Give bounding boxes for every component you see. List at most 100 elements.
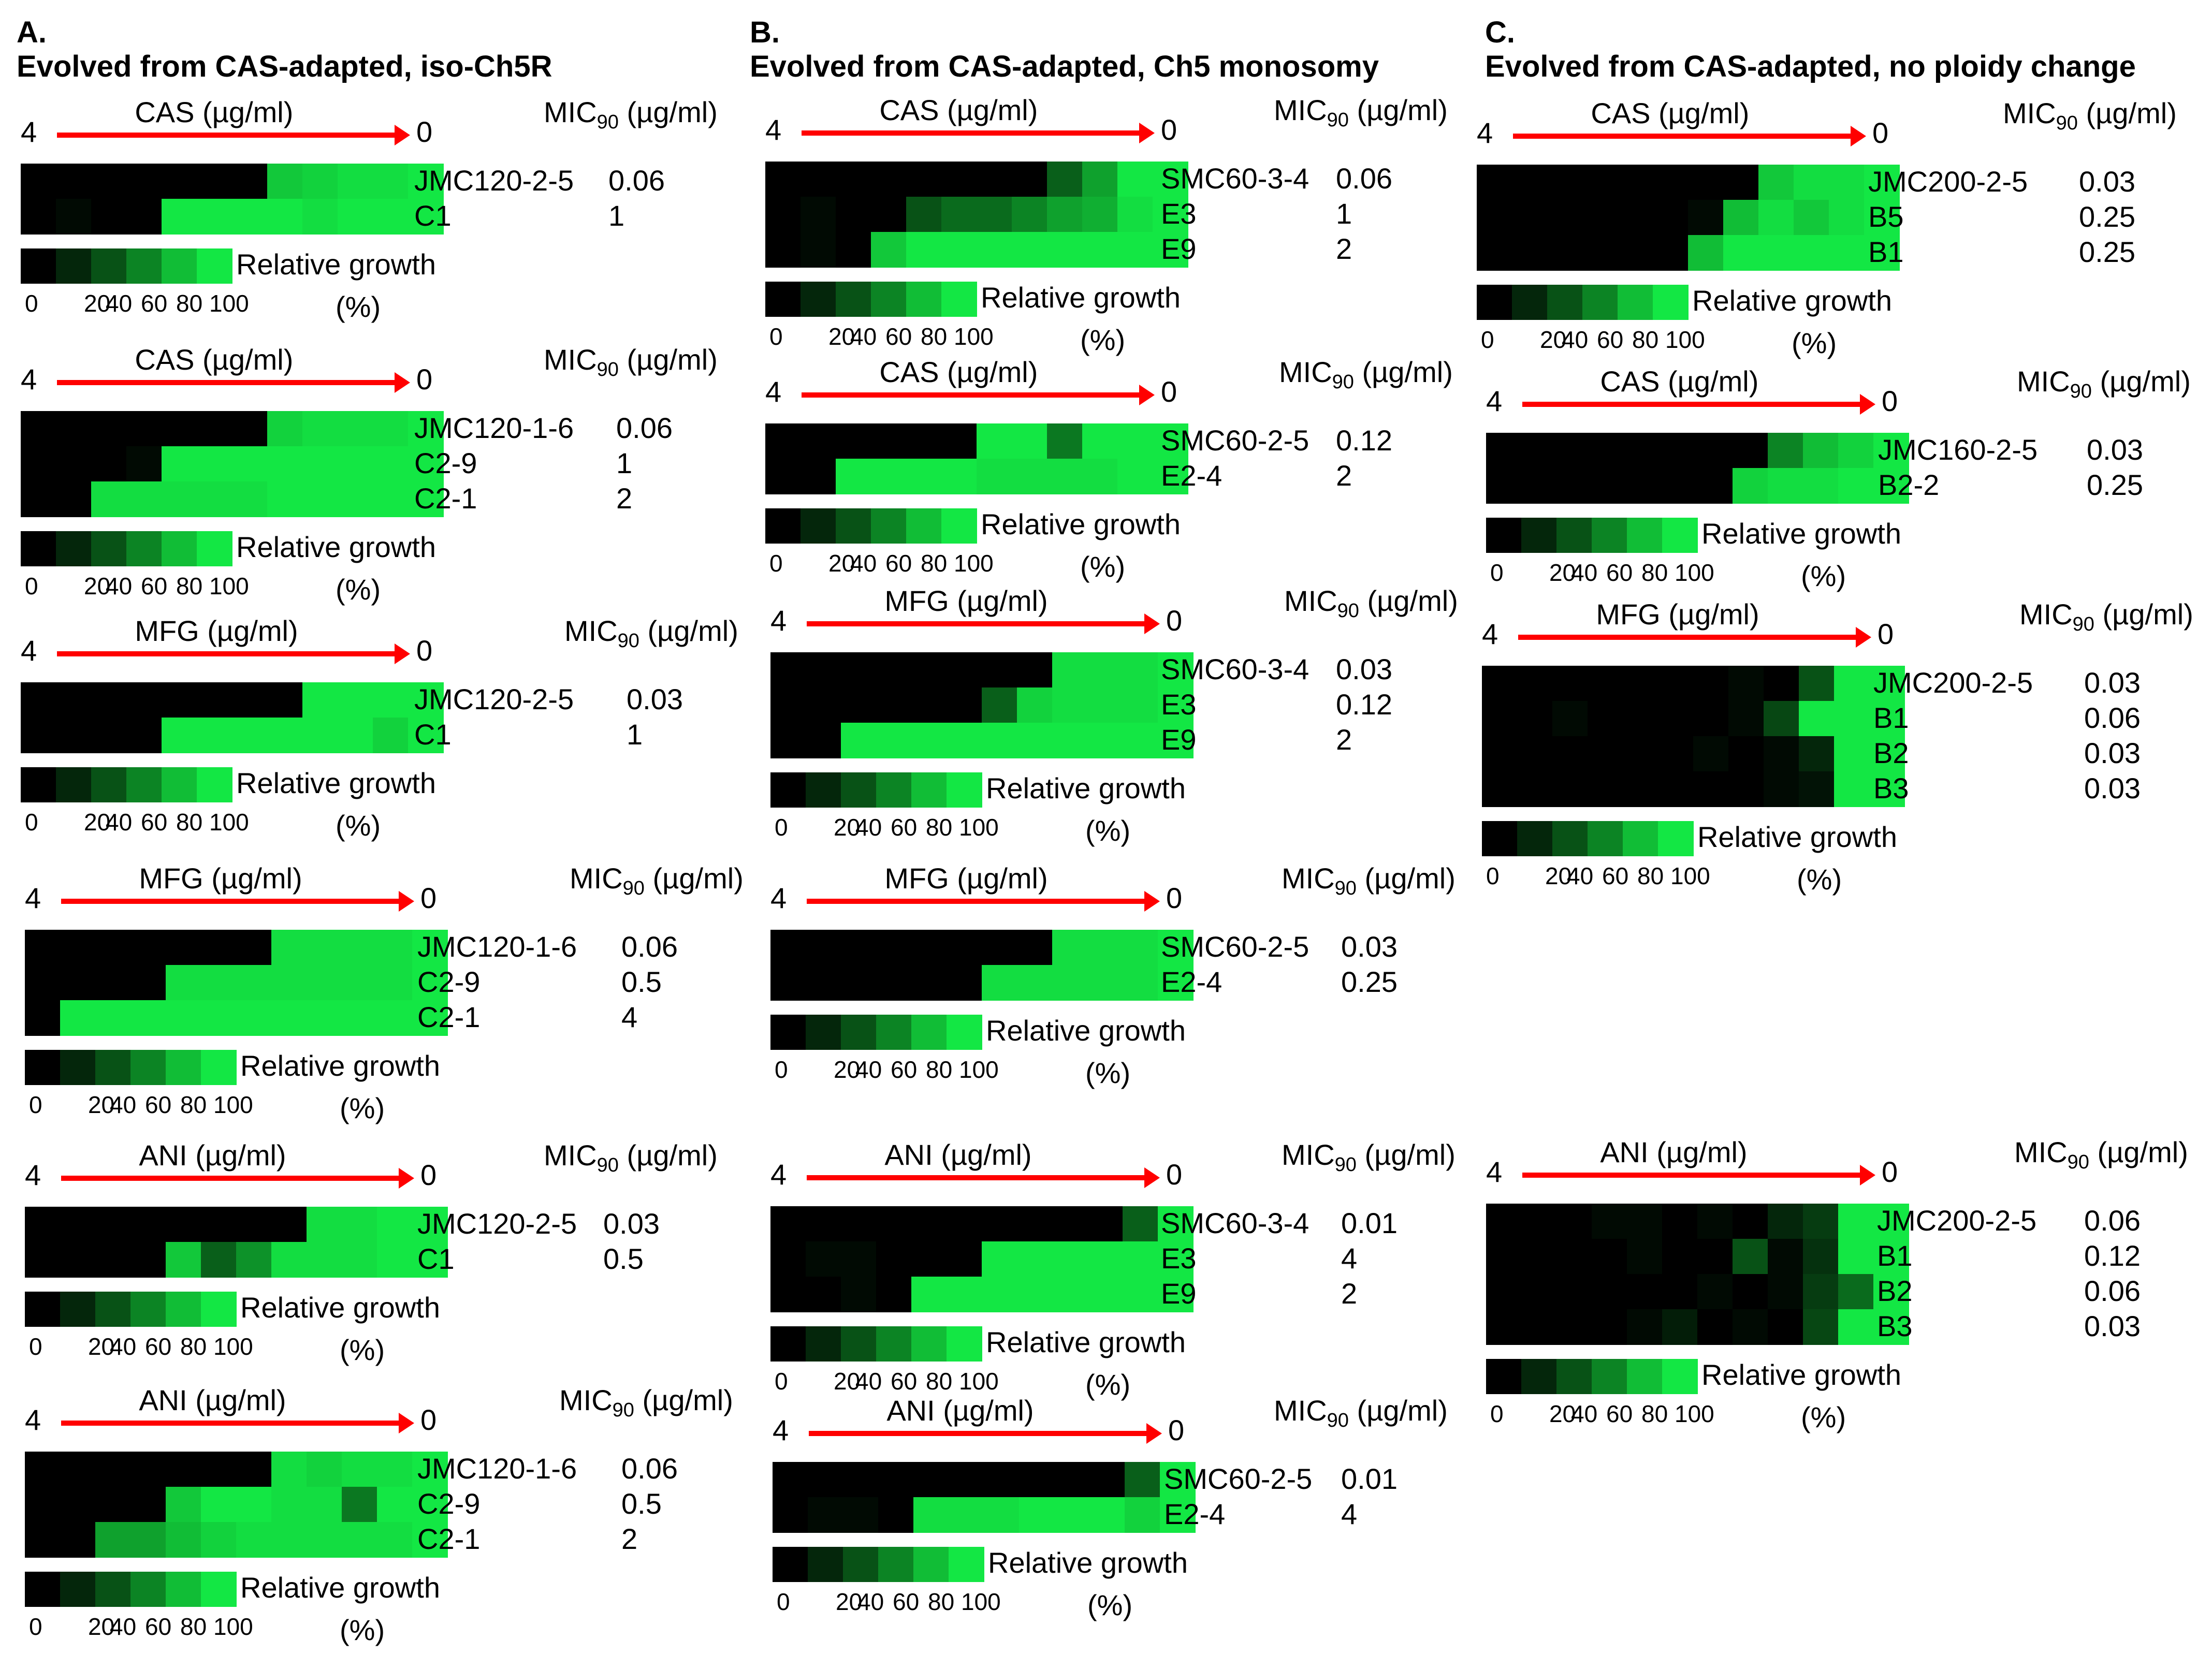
legend-swatch <box>91 767 127 802</box>
heatmap-cell <box>773 1462 808 1498</box>
legend-tick: 100 <box>954 323 994 350</box>
legend-swatch <box>197 248 232 284</box>
legend-swatch <box>949 1547 984 1582</box>
heatmap-cell <box>232 682 268 718</box>
legend-tick: 20 <box>88 1091 115 1118</box>
conc-low-label: 0 <box>1166 1158 1183 1191</box>
legend-tick: 100 <box>959 1056 999 1083</box>
heatmap-cell <box>1653 165 1689 200</box>
legend-tick: 20 <box>1545 862 1572 889</box>
legend-tick: 60 <box>145 1091 172 1118</box>
heatmap-cell <box>130 1000 166 1036</box>
heatmap-cell <box>307 965 342 1001</box>
heatmap-cell <box>162 199 197 235</box>
heatmap-cell <box>377 930 413 965</box>
heatmap-cell <box>56 481 92 517</box>
heatmap-cell <box>1556 1204 1592 1239</box>
heatmap-cell <box>806 687 841 723</box>
drug-label: ANI (µg/ml) <box>884 1138 1032 1171</box>
mic-value: 0.06 <box>1336 162 1392 195</box>
heatmap-cell <box>412 1242 448 1278</box>
heatmap-cell <box>1017 930 1053 965</box>
heatmap-cell <box>1623 771 1658 807</box>
heatmap-cell <box>1829 200 1865 236</box>
heatmap-cell <box>232 481 268 517</box>
legend-tick: 100 <box>213 1613 253 1640</box>
heatmap-cell <box>1728 701 1764 737</box>
legend-swatch <box>126 248 162 284</box>
heatmap-cell <box>1486 433 1522 469</box>
heatmap-cell <box>267 446 303 482</box>
heatmap-cell <box>271 965 307 1001</box>
legend-swatch <box>1592 1359 1627 1394</box>
legend-swatch <box>166 1292 201 1327</box>
strain-label: C2-9 <box>417 1487 481 1520</box>
heatmap-cell <box>342 1487 377 1523</box>
heatmap-cell <box>1017 723 1053 758</box>
heatmap-cell <box>162 718 197 753</box>
heatmap-cell <box>412 1487 448 1523</box>
heatmap-cell <box>56 199 92 235</box>
heatmap-cell <box>60 1452 96 1487</box>
heatmap-cell <box>1658 771 1694 807</box>
legend-swatch <box>95 1050 131 1085</box>
legend-swatch <box>906 282 942 317</box>
heatmap-cell <box>60 1207 96 1242</box>
legend-tick: 40 <box>1571 1400 1598 1427</box>
heatmap-cell <box>1052 1277 1088 1312</box>
heatmap-cell <box>977 197 1012 232</box>
drug-label: CAS (µg/ml) <box>879 356 1038 388</box>
heatmap-cell <box>342 930 377 965</box>
panel-b-title: B. Evolved from CAS-adapted, Ch5 monosomy <box>750 16 1379 83</box>
heatmap-cell <box>977 232 1012 268</box>
heatmap-cell <box>1521 1239 1557 1275</box>
legend-tick: 20 <box>1540 326 1567 353</box>
legend-tick: 100 <box>209 809 249 836</box>
heatmap-cell <box>1723 200 1759 236</box>
legend-swatch <box>801 508 836 544</box>
heatmap-cell <box>1517 701 1553 737</box>
heatmap-cell <box>1517 736 1553 772</box>
heatmap-cell <box>267 411 303 447</box>
mic-value: 0.06 <box>2084 1204 2141 1237</box>
mic-value: 0.25 <box>2087 469 2143 501</box>
mic-value: 2 <box>1336 459 1352 492</box>
heatmap-cell <box>1869 771 1905 807</box>
heatmap-cell <box>338 718 373 753</box>
legend-tick: 40 <box>857 1588 884 1615</box>
heatmap-cell <box>56 446 92 482</box>
conc-high-label: 4 <box>773 1414 789 1446</box>
heatmap-cell <box>1764 666 1799 701</box>
heatmap-cell <box>1512 235 1548 271</box>
legend-tick: 60 <box>145 1613 172 1640</box>
heatmap-cell <box>1794 200 1829 236</box>
heatmap-cell <box>166 1522 201 1558</box>
heatmap-cell <box>1869 701 1905 737</box>
legend-swatch <box>911 1326 947 1362</box>
heatmap-cell <box>236 1452 272 1487</box>
heatmap-cell <box>1768 1274 1803 1310</box>
heatmap-cell <box>1017 965 1053 1001</box>
strain-label: C2-1 <box>414 482 477 515</box>
heatmap-cell <box>841 723 877 758</box>
heatmap-cell <box>412 1207 448 1242</box>
strain-label: C2-9 <box>414 447 477 479</box>
heatmap-cell <box>871 162 907 197</box>
mic-header: MIC90 (µg/ml) <box>559 1384 733 1421</box>
legend-swatch <box>947 1326 982 1362</box>
legend-swatch <box>911 1015 947 1050</box>
heatmap-cell <box>977 162 1012 197</box>
heatmap-cell <box>911 1277 947 1312</box>
heatmap-cell <box>770 652 806 688</box>
heatmap-cell <box>25 1452 61 1487</box>
drug-label: MFG (µg/ml) <box>884 584 1048 617</box>
legend-tick: 40 <box>855 814 882 841</box>
heatmap-cell <box>1873 1239 1909 1275</box>
heatmap-cell <box>1123 1241 1158 1277</box>
heatmap-cell <box>1556 468 1592 504</box>
heatmap-cell <box>1082 459 1118 494</box>
mic-header: MIC90 (µg/ml) <box>1282 862 1456 899</box>
legend-swatch <box>941 282 977 317</box>
legend-swatch <box>841 1015 877 1050</box>
legend-swatch <box>126 767 162 802</box>
